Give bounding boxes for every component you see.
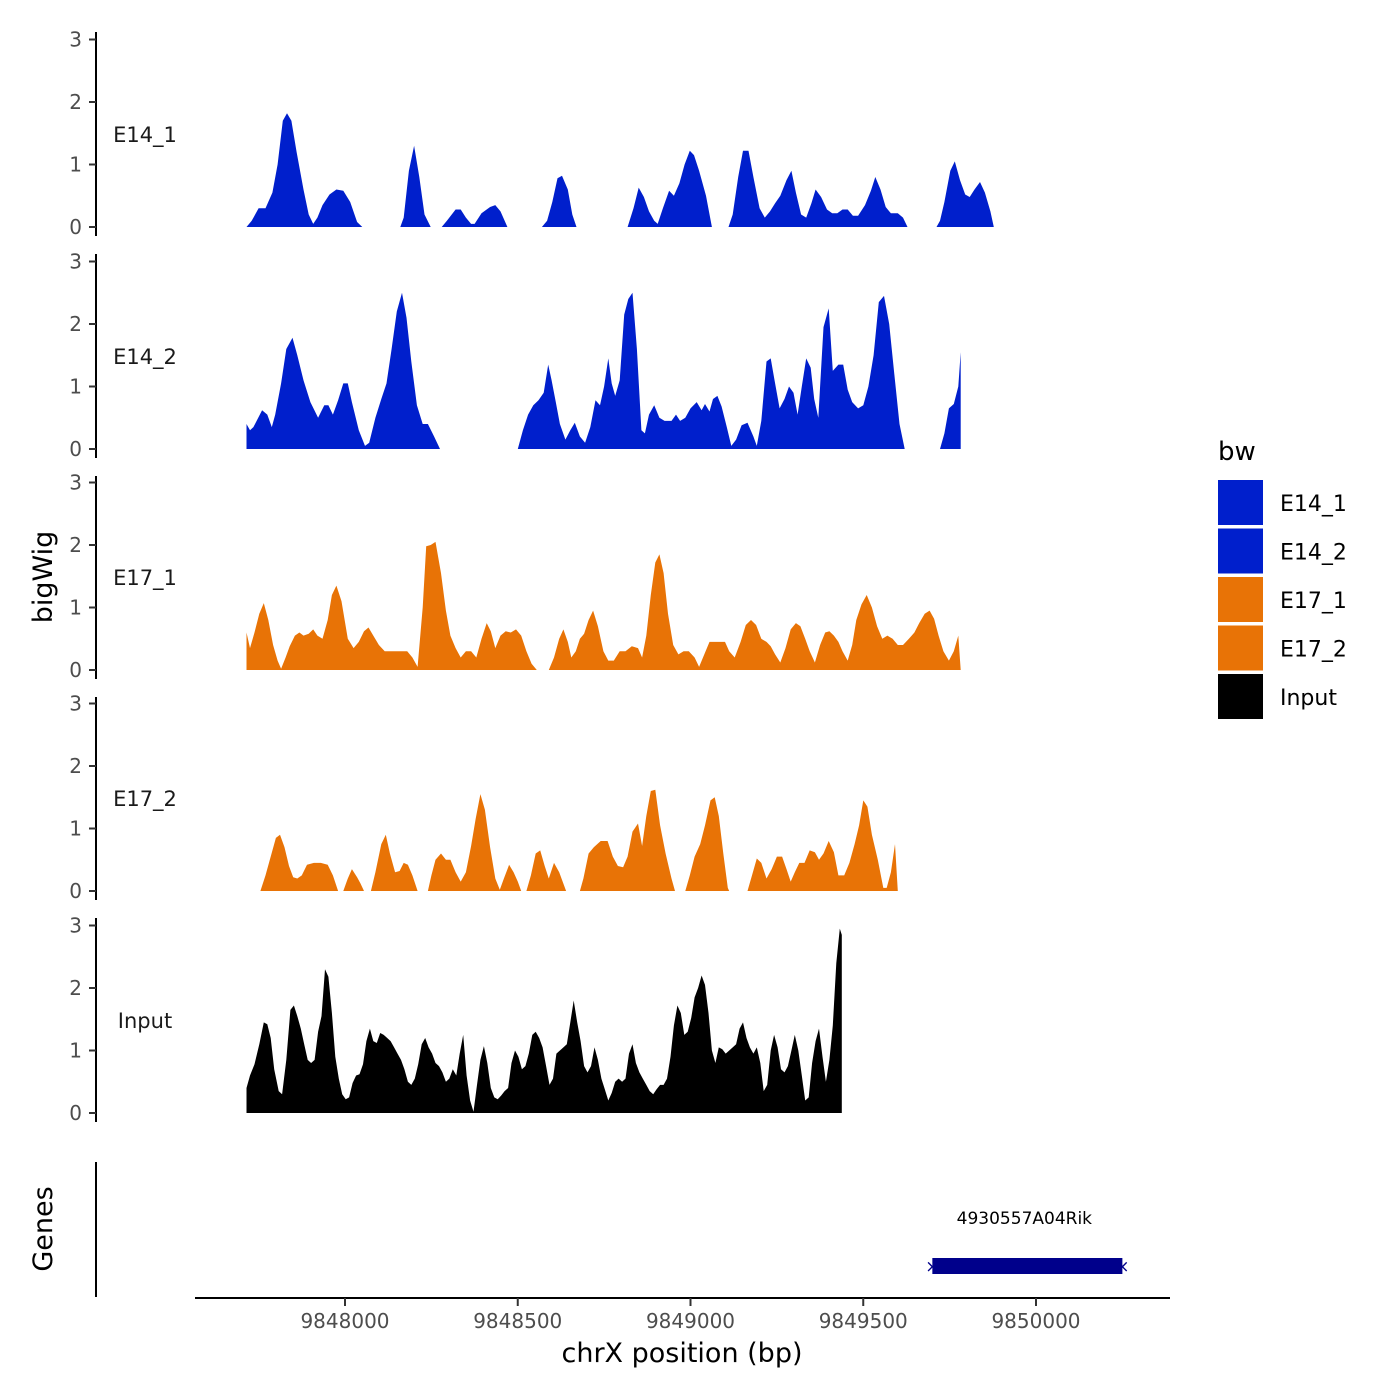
genes-axis-title: Genes xyxy=(28,1186,59,1271)
coverage-area-E17_2 xyxy=(427,794,522,891)
x-axis: 9848000 9848500 9849000 9849500 9850000 chrX… xyxy=(195,1297,1170,1369)
legend-label: E17_1 xyxy=(1280,589,1347,614)
coverage-area-E14_2 xyxy=(246,292,440,449)
x-tick-label: 9850000 xyxy=(991,1309,1080,1333)
legend-label: E14_2 xyxy=(1280,541,1347,566)
gene-label: 4930557A04Rik xyxy=(957,1209,1093,1229)
x-tick-label: 9848500 xyxy=(473,1309,562,1333)
legend: bw E14_1 E14_2 E17_1 E17_2 Input xyxy=(1218,437,1347,719)
y-tick-label: 0 xyxy=(69,215,82,239)
coverage-area-E17_2 xyxy=(260,834,339,891)
legend-item-E14_2[interactable]: E14_2 xyxy=(1218,528,1347,574)
y-tick-label: 3 xyxy=(69,250,82,274)
y-tick-label: 1 xyxy=(69,817,82,841)
y-tick-label: 1 xyxy=(69,375,82,399)
coverage-area-E14_1 xyxy=(541,175,577,227)
x-tick-label: 9849000 xyxy=(646,1309,735,1333)
x-tick-label: 9849500 xyxy=(819,1309,908,1333)
track-label: Input xyxy=(118,1009,172,1033)
y-tick-label: 3 xyxy=(69,471,82,495)
y-axis-title: bigWig xyxy=(28,531,59,624)
coverage-area-E17_2 xyxy=(526,850,567,891)
x-ticks: 9848000 9848500 9849000 9849500 9850000 xyxy=(300,1298,1081,1333)
coverage-area-E17_1 xyxy=(548,554,961,670)
x-axis-title: chrX position (bp) xyxy=(561,1338,802,1369)
coverage-area-E14_1 xyxy=(627,150,712,227)
coverage-area-E17_2 xyxy=(343,869,364,891)
track-label: E14_2 xyxy=(113,345,177,370)
y-tick-label: 0 xyxy=(69,437,82,461)
legend-swatch xyxy=(1218,528,1263,574)
y-tick-label: 2 xyxy=(69,976,82,1000)
y-tick-label: 2 xyxy=(69,312,82,336)
track-E14_2: 0 1 2 3 E14_2 xyxy=(69,250,961,461)
legend-items: E14_1 E14_2 E17_1 E17_2 Input xyxy=(1218,480,1347,719)
track-E17_2: 0 1 2 3 E17_2 xyxy=(69,692,898,903)
legend-swatch xyxy=(1218,577,1263,622)
track-E17_1: 0 1 2 3 E17_1 xyxy=(69,471,961,682)
legend-item-E14_1[interactable]: E14_1 xyxy=(1218,480,1347,525)
gene-panel: Genes × × 4930557A04Rik xyxy=(28,1162,1130,1297)
coverage-area-E14_1 xyxy=(728,150,908,227)
y-tick-label: 1 xyxy=(69,1039,82,1063)
gene-start-marker: × xyxy=(925,1257,939,1277)
tracks-panel: 0 1 2 3 E14_1 0 1 2 3 E14_2 0 1 2 3 E17_1 0 1 2 3 E17_2 0 1 2 3… xyxy=(28,28,994,1125)
coverage-area-E14_2 xyxy=(517,292,905,449)
coverage-area-E17_2 xyxy=(685,797,730,891)
legend-label: Input xyxy=(1280,686,1337,711)
legend-title: bw xyxy=(1218,437,1256,467)
y-tick-label: 0 xyxy=(69,1101,82,1125)
y-tick-label: 3 xyxy=(69,914,82,938)
gene-layer: × × 4930557A04Rik xyxy=(925,1209,1129,1277)
y-tick-label: 3 xyxy=(69,28,82,52)
legend-item-E17_1[interactable]: E17_1 xyxy=(1218,577,1347,622)
tracks-layer: 0 1 2 3 E14_1 0 1 2 3 E14_2 0 1 2 3 E17_1 0 1 2 3 E17_2 0 1 2 3… xyxy=(69,28,994,1125)
y-tick-label: 2 xyxy=(69,533,82,557)
y-tick-label: 0 xyxy=(69,658,82,682)
legend-label: E14_1 xyxy=(1280,492,1347,517)
coverage-area-Input xyxy=(246,928,842,1113)
y-tick-label: 1 xyxy=(69,596,82,620)
y-tick-label: 1 xyxy=(69,153,82,177)
legend-label: E17_2 xyxy=(1280,638,1347,663)
y-tick-label: 3 xyxy=(69,692,82,716)
track-Input: 0 1 2 3 Input xyxy=(69,914,842,1125)
legend-item-E17_2[interactable]: E17_2 xyxy=(1218,625,1347,671)
coverage-area-E14_1 xyxy=(400,145,431,227)
x-tick-label: 9848000 xyxy=(300,1309,389,1333)
coverage-area-E14_2 xyxy=(940,352,961,449)
coverage-area-E17_2 xyxy=(370,834,418,891)
coverage-area-E14_1 xyxy=(246,113,363,227)
gene-body[interactable] xyxy=(932,1258,1123,1274)
legend-item-Input[interactable]: Input xyxy=(1218,674,1337,719)
legend-swatch xyxy=(1218,480,1263,525)
track-label: E17_2 xyxy=(113,787,177,812)
y-tick-label: 0 xyxy=(69,879,82,903)
y-tick-label: 2 xyxy=(69,90,82,114)
coverage-area-E17_2 xyxy=(747,800,898,891)
legend-swatch xyxy=(1218,674,1263,719)
coverage-area-E17_1 xyxy=(246,541,537,670)
legend-swatch xyxy=(1218,625,1263,671)
track-label: E17_1 xyxy=(113,566,177,591)
coverage-area-E17_2 xyxy=(579,789,675,891)
gene-end-marker: × xyxy=(1115,1257,1129,1277)
coverage-area-E14_1 xyxy=(936,161,994,227)
coverage-area-E14_1 xyxy=(441,205,508,227)
track-label: E14_1 xyxy=(113,123,177,148)
track-E14_1: 0 1 2 3 E14_1 xyxy=(69,28,994,239)
y-tick-label: 2 xyxy=(69,754,82,778)
